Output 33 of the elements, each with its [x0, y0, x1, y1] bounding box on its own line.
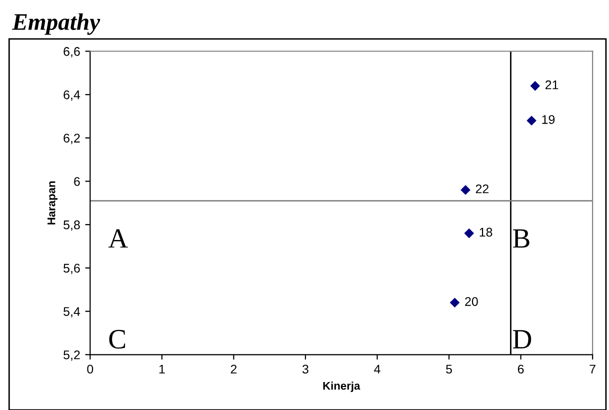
y-tick-label: 5,6: [64, 264, 80, 274]
y-tick-label: 6,4: [64, 90, 80, 101]
y-tick-label: 5,2: [64, 350, 80, 361]
annotation: B: [512, 229, 530, 248]
x-tick-label: 4: [374, 364, 380, 374]
y-tick-label: 6,2: [64, 134, 80, 144]
x-tick-label: 6: [518, 364, 524, 374]
x-tick-label: 1: [159, 364, 165, 374]
point: [450, 298, 460, 308]
annotation: 21: [545, 80, 558, 90]
y-tick-label: 6,6: [64, 47, 80, 58]
annotation: 19: [542, 115, 555, 124]
annotation: D: [512, 330, 532, 348]
x-tick-label: 5: [446, 364, 452, 374]
point: [530, 81, 540, 91]
y-axis-title: Harapan: [48, 181, 58, 224]
annotation: A: [108, 229, 128, 248]
x-tick-label: 3: [302, 364, 308, 374]
y-tick-label: 5,4: [64, 307, 80, 318]
chart-title: Empathy: [12, 13, 100, 35]
x-tick-label: 0: [87, 364, 94, 374]
annotation: 18: [480, 228, 492, 237]
x-tick-label: 2: [230, 364, 237, 374]
y-tick-label: 6: [74, 177, 80, 186]
point: [460, 185, 470, 195]
annotation: 20: [465, 297, 478, 306]
y-tick-label: 5,8: [64, 220, 80, 231]
point: [526, 116, 536, 126]
x-tick-label: 7: [590, 364, 596, 374]
point: [464, 228, 474, 238]
annotation: C: [109, 330, 126, 349]
annotation: 22: [476, 184, 489, 194]
x-axis-title: Kinerja: [323, 382, 360, 392]
